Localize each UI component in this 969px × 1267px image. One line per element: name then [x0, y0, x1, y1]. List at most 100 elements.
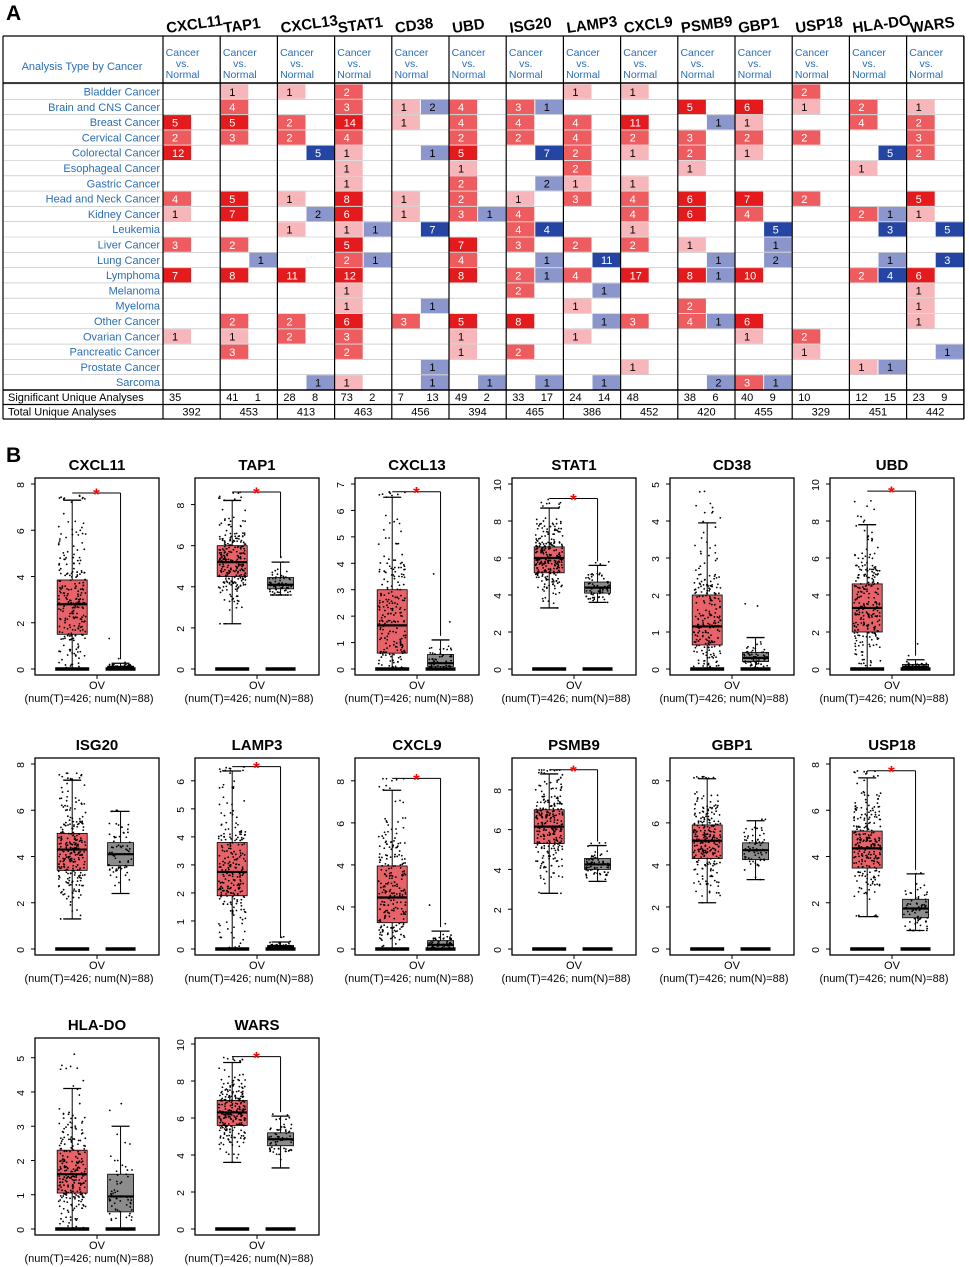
data-point-tumor [392, 608, 394, 610]
data-point-normal [429, 904, 431, 906]
data-point-tumor [235, 948, 237, 950]
data-point-tumor [545, 543, 547, 545]
data-point-tumor [69, 823, 71, 825]
data-point-tumor [382, 892, 384, 894]
data-point-normal [607, 872, 609, 874]
data-point-tumor [387, 581, 389, 583]
data-point-tumor [541, 863, 543, 865]
data-point-tumor [70, 872, 72, 874]
data-point-tumor [384, 637, 386, 639]
heat-cell-value: 1 [601, 378, 607, 390]
data-point-tumor [385, 834, 387, 836]
heat-cell-value: 4 [572, 270, 578, 282]
y-tick-label: 4 [15, 854, 27, 860]
data-point-tumor [549, 833, 551, 835]
data-point-tumor [222, 539, 224, 541]
data-point-tumor [237, 824, 239, 826]
data-point-tumor [394, 596, 396, 598]
data-point-tumor [74, 838, 76, 840]
heat-cell-value: 4 [515, 209, 521, 221]
data-point-normal [108, 864, 110, 866]
data-point-tumor [708, 818, 710, 820]
data-point-tumor [394, 885, 396, 887]
data-point-tumor [59, 798, 61, 800]
significant-count: 28 [283, 392, 295, 404]
data-point-tumor [74, 836, 76, 838]
significant-count: 41 [226, 392, 238, 404]
data-point-tumor [74, 874, 76, 876]
data-point-tumor [535, 542, 537, 544]
heat-cell-value: 1 [172, 209, 178, 221]
significance-star: * [570, 491, 577, 510]
data-point-tumor [395, 632, 397, 634]
data-point-normal [604, 599, 606, 601]
data-point-tumor [695, 868, 697, 870]
data-point-tumor [560, 840, 562, 842]
data-point-tumor [384, 916, 386, 918]
data-point-tumor [80, 837, 82, 839]
data-point-tumor [383, 570, 385, 572]
data-point-tumor [542, 567, 544, 569]
data-point-tumor [401, 647, 403, 649]
data-point-tumor [863, 603, 865, 605]
data-point-tumor [227, 572, 229, 574]
data-point-tumor [862, 612, 864, 614]
data-point-tumor [556, 568, 558, 570]
data-point-normal [429, 647, 431, 649]
data-point-tumor [402, 894, 404, 896]
data-point-tumor [541, 572, 543, 574]
data-point-tumor [66, 783, 68, 785]
data-point-tumor [548, 546, 550, 548]
data-point-tumor [708, 640, 710, 642]
data-point-tumor [861, 569, 863, 571]
significant-count: 13 [426, 392, 438, 404]
data-point-tumor [718, 846, 720, 848]
data-point-tumor [708, 590, 710, 592]
significant-count: 8 [312, 392, 318, 404]
data-point-tumor [222, 903, 224, 905]
data-point-tumor [535, 789, 537, 791]
data-point-normal [761, 854, 763, 856]
data-point-tumor [243, 541, 245, 543]
data-point-tumor [879, 854, 881, 856]
data-point-tumor [74, 587, 76, 589]
data-point-tumor [239, 891, 241, 893]
data-point-normal [112, 847, 114, 849]
data-point-tumor [80, 880, 82, 882]
y-tick-label: 0 [15, 667, 27, 673]
data-point-tumor [72, 557, 74, 559]
data-point-tumor [404, 936, 406, 938]
data-point-normal [755, 841, 757, 843]
data-point-tumor [709, 597, 711, 599]
data-point-tumor [545, 829, 547, 831]
data-point-tumor [379, 937, 381, 939]
data-point-tumor [236, 532, 238, 534]
data-point-tumor [81, 774, 83, 776]
data-point-tumor [537, 801, 539, 803]
data-point-tumor [231, 551, 233, 553]
data-point-tumor [697, 635, 699, 637]
data-point-tumor [698, 630, 700, 632]
data-point-tumor [548, 559, 550, 561]
y-tick-label: 0 [650, 667, 662, 673]
y-tick-label: 3 [335, 588, 347, 594]
data-point-normal [751, 654, 753, 656]
data-point-tumor [543, 520, 545, 522]
data-point-tumor [878, 814, 880, 816]
data-point-tumor [702, 614, 704, 616]
data-point-tumor [862, 586, 864, 588]
data-point-normal [449, 936, 451, 938]
data-point-normal [592, 597, 594, 599]
heat-cell-value: 4 [515, 117, 521, 129]
data-point-tumor [698, 659, 700, 661]
data-point-tumor [230, 535, 232, 537]
data-point-tumor [379, 919, 381, 921]
data-point-tumor [220, 570, 222, 572]
data-point-tumor [553, 602, 555, 604]
data-point-tumor [59, 626, 61, 628]
data-point-normal [925, 662, 927, 664]
data-point-tumor [394, 854, 396, 856]
data-point-normal [748, 846, 750, 848]
data-point-tumor [537, 569, 539, 571]
